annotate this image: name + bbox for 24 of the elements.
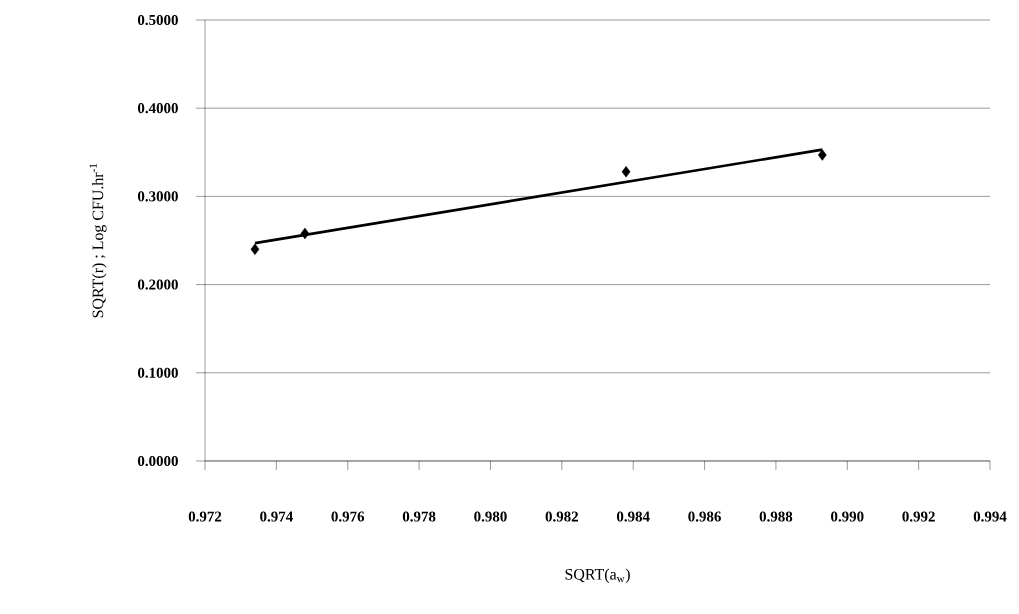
x-tick-label: 0.990 [831, 511, 864, 522]
x-tick-label: 0.976 [331, 511, 365, 522]
x-tick-label: 0.994 [973, 511, 1007, 522]
x-axis-title: SQRT(a$_{w}$) [565, 568, 630, 583]
x-tick-label: 0.980 [474, 511, 507, 522]
y-tick-label: 0.3000 [137, 191, 178, 202]
x-tick-label: 0.984 [616, 511, 650, 522]
x-tick-label: 0.972 [188, 511, 222, 522]
x-tick-label: 0.974 [260, 511, 293, 522]
point [818, 149, 827, 161]
x-tick-label: 0.992 [902, 511, 935, 522]
point [250, 243, 260, 255]
y-tick-label: 0.2000 [137, 279, 178, 290]
y-tick-label: 0.1000 [137, 367, 178, 378]
x-tick-label: 0.978 [402, 511, 436, 522]
x-tick-label: 0.982 [545, 511, 578, 522]
x-tick-label: 0.986 [688, 511, 721, 522]
point [300, 227, 310, 240]
y-tick-label: 0.5000 [137, 14, 178, 26]
x-tick-label: 0.988 [759, 511, 793, 522]
y-tick-label: 0.4000 [137, 103, 178, 114]
y-axis-title: SQRT(r) ; Log CFU.hr$^{-1}$ [89, 163, 107, 318]
point [621, 166, 631, 178]
y-tick-label: 0.0000 [137, 455, 178, 467]
